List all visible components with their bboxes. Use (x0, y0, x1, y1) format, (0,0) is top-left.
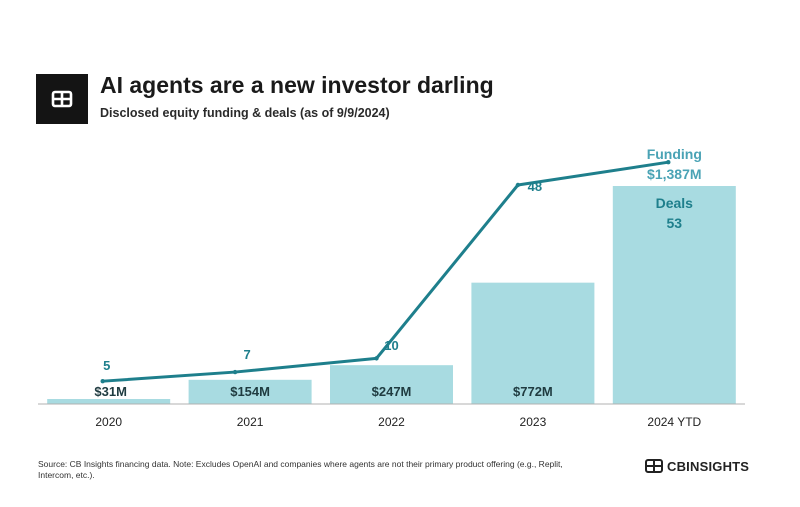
x-tick-label: 2021 (237, 415, 264, 429)
x-tick-label: 2023 (520, 415, 547, 429)
source-note: Source: CB Insights financing data. Note… (38, 459, 563, 480)
x-tick-label: 2020 (95, 415, 122, 429)
legend-funding-label: Funding (647, 146, 702, 162)
legend-deals-label: Deals (656, 195, 694, 211)
cb-logo-icon (36, 74, 88, 124)
funding-label-2022: $247M (372, 384, 412, 399)
x-tick-label: 2024 YTD (647, 415, 701, 429)
chart-title: AI agents are a new investor darling (100, 72, 494, 98)
deals-point-2023 (515, 182, 521, 188)
deals-label-2024-ytd: 53 (667, 215, 683, 231)
deals-label-2023: 48 (528, 179, 542, 194)
bar-funding-2023 (471, 282, 595, 404)
deals-label-2021: 7 (243, 347, 250, 362)
brand-logo: CBINSIGHTS (645, 458, 749, 474)
funding-label-2021: $154M (230, 384, 270, 399)
cb-insights-logo-icon (645, 459, 663, 473)
deals-point-2024-ytd (666, 159, 671, 165)
bar-funding-2022 (330, 365, 453, 404)
bar-funding-2020 (47, 399, 171, 404)
x-tick-label: 2022 (378, 415, 405, 429)
deals-point-2020 (100, 378, 105, 384)
funding-label-2020: $31M (94, 384, 127, 399)
chart-subtitle: Disclosed equity funding & deals (as of … (100, 106, 390, 120)
deals-label-2022: 10 (384, 338, 398, 353)
funding-label-2023: $772M (513, 384, 553, 399)
bar-funding-2021 (188, 379, 312, 404)
deals-point-2021 (232, 369, 238, 375)
bar-funding-2024-ytd (612, 186, 736, 404)
brand-name: CBINSIGHTS (667, 458, 750, 474)
funding-label-2024-ytd: $1,387M (647, 166, 701, 182)
deals-label-2020: 5 (103, 358, 110, 373)
deals-point-2022 (374, 356, 379, 361)
